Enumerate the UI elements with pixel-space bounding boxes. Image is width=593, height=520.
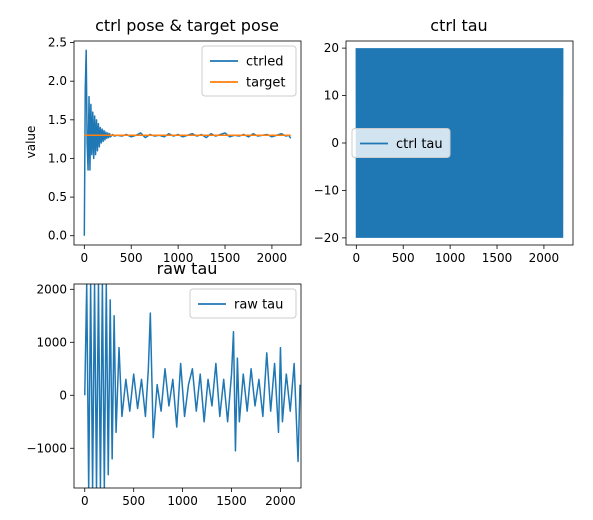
x-tick-label: 1000 bbox=[435, 251, 466, 265]
y-tick-label: 0.5 bbox=[48, 190, 67, 204]
subplot-2-legend: ctrl tau bbox=[351, 128, 451, 158]
series-line-raw-tau bbox=[84, 284, 301, 488]
subplot-1-plot-area: 0 500 1000 1500 2000 0.0 0.5 1.0 1.5 2.0 2.5 ctrled… bbox=[48, 36, 302, 265]
y-tick-label: 2000 bbox=[36, 282, 67, 296]
x-tick-label: 1500 bbox=[482, 251, 513, 265]
y-tick-label: 0 bbox=[59, 388, 67, 402]
y-tick-label: 2.5 bbox=[48, 36, 67, 50]
y-tick-label: 2.0 bbox=[48, 74, 67, 88]
x-tick-label: 500 bbox=[392, 251, 415, 265]
subplot-raw-tau: raw tau 0 500 1000 1500 2000 −1000 0 1000 2000 ra… bbox=[26, 259, 302, 508]
subplot-2-plot-area: 0 500 1000 1500 2000 −20 −10 0 10 20 ctrl tau bbox=[314, 40, 574, 265]
x-tick-label: 0 bbox=[81, 494, 89, 508]
subplot-1-ylabel: value bbox=[24, 126, 38, 159]
subplot-1-series-group bbox=[83, 49, 292, 236]
subplot-3-plot-area: 0 500 1000 1500 2000 −1000 0 1000 2000 raw tau bbox=[26, 282, 302, 508]
subplot-1-frame bbox=[73, 40, 302, 246]
y-tick-label: 1000 bbox=[36, 335, 67, 349]
x-tick-label: 500 bbox=[122, 494, 145, 508]
y-tick-label: 0.0 bbox=[48, 229, 67, 243]
subplot-3-title: raw tau bbox=[157, 259, 218, 278]
x-tick-label: 1500 bbox=[216, 494, 247, 508]
y-tick-label: −1000 bbox=[26, 441, 67, 455]
legend-box bbox=[189, 288, 297, 319]
x-tick-label: 2000 bbox=[265, 494, 296, 508]
y-tick-label: 1.0 bbox=[48, 151, 67, 165]
x-tick-label: 500 bbox=[120, 251, 143, 265]
series-line-ctrl-tau bbox=[355, 48, 564, 238]
subplot-1-legend: ctrled target bbox=[201, 45, 297, 97]
subplot-1-title: ctrl pose & target pose bbox=[95, 16, 279, 35]
y-tick-label: −20 bbox=[314, 231, 339, 245]
subplot-3-legend: raw tau bbox=[189, 288, 297, 319]
x-tick-label: 1500 bbox=[210, 251, 241, 265]
y-tick-label: 0 bbox=[331, 136, 339, 150]
subplot-3-series-group bbox=[84, 284, 301, 488]
legend-box bbox=[351, 128, 451, 158]
subplot-ctrl-tau: ctrl tau 0 500 1000 1500 2000 −20 −10 0 10 20 ctrl… bbox=[314, 16, 574, 265]
x-tick-label: 2000 bbox=[257, 251, 288, 265]
y-tick-label: 20 bbox=[324, 41, 339, 55]
subplot-2-title: ctrl tau bbox=[430, 16, 487, 35]
x-tick-label: 2000 bbox=[529, 251, 560, 265]
subplot-ctrl-pose: ctrl pose & target pose value 0 500 1000 15… bbox=[24, 16, 302, 265]
y-tick-label: −10 bbox=[314, 183, 339, 197]
legend-label: raw tau bbox=[234, 298, 283, 313]
legend-box bbox=[201, 45, 297, 97]
y-tick-label: 10 bbox=[324, 89, 339, 103]
y-tick-label: 1.5 bbox=[48, 113, 67, 127]
subplot-3-frame bbox=[73, 283, 302, 489]
legend-label: target bbox=[246, 76, 286, 91]
legend-label: ctrled bbox=[246, 55, 283, 70]
x-tick-label: 0 bbox=[352, 251, 360, 265]
x-tick-label: 1000 bbox=[167, 494, 198, 508]
subplot-2-series-group bbox=[355, 48, 564, 238]
x-tick-label: 1000 bbox=[163, 251, 194, 265]
x-tick-label: 0 bbox=[80, 251, 88, 265]
legend-label: ctrl tau bbox=[396, 137, 443, 152]
